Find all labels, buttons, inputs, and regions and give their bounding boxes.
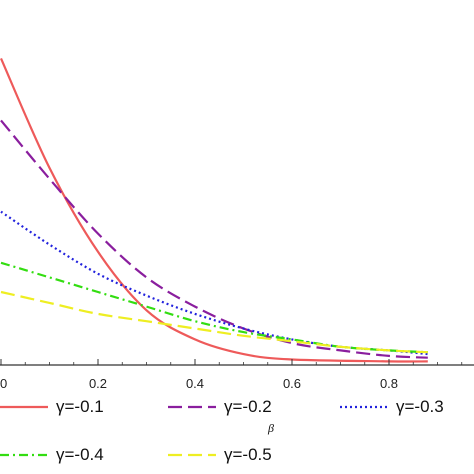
legend-label: γ=-0.2 xyxy=(224,397,272,416)
legend-label: γ=-0.4 xyxy=(56,445,104,464)
series-line-3 xyxy=(0,210,428,356)
x-tick-label: 0.2 xyxy=(89,376,107,391)
plot-lines xyxy=(0,57,428,363)
legend-label: γ=-0.1 xyxy=(56,397,104,416)
legend: γ=-0.1 γ=-0.2 γ=-0.3 γ=-0.4 γ=-0.5 xyxy=(0,397,444,464)
legend-label: γ=-0.5 xyxy=(224,445,272,464)
x-tick-label: 0 xyxy=(0,376,7,391)
x-tick-label: 0.6 xyxy=(283,376,301,391)
beta-label: β xyxy=(267,421,274,435)
series-line-5 xyxy=(0,290,428,354)
series-line-1 xyxy=(0,57,428,363)
legend-label: γ=-0.3 xyxy=(396,397,444,416)
x-tick-label: 0.8 xyxy=(380,376,398,391)
x-tick-label: 0.4 xyxy=(186,376,204,391)
series-line-2 xyxy=(0,119,428,359)
x-ticks: 0 0.2 0.4 0.6 0.8 xyxy=(0,359,463,391)
